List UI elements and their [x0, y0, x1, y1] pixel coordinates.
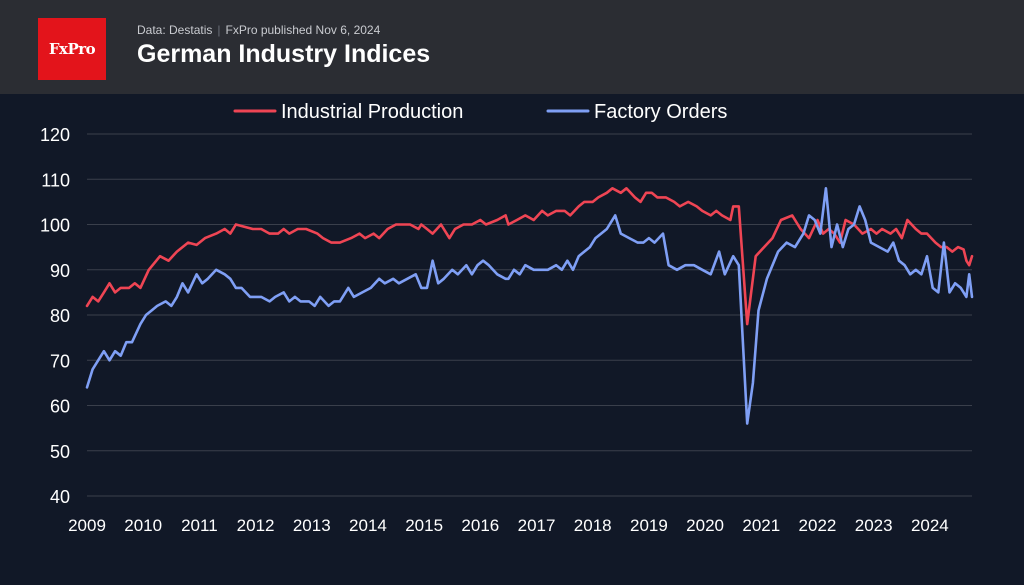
x-tick-label: 2023	[855, 516, 893, 535]
x-tick-label: 2014	[349, 516, 387, 535]
data-source: Data: Destatis	[137, 23, 213, 37]
x-tick-label: 2015	[405, 516, 443, 535]
line-chart: 40 50 60 70 80 90 100 110 120 2009 2010 2011 2012 201…	[40, 101, 974, 535]
x-tick-label: 2022	[799, 516, 837, 535]
x-tick-label: 2020	[686, 516, 724, 535]
x-tick-label: 2011	[181, 516, 218, 535]
series-line-factory-orders	[85, 187, 974, 425]
y-tick-label: 40	[50, 487, 70, 507]
legend-label-industrial-production: Industrial Production	[281, 101, 463, 123]
chart-header: FxPro Data: Destatis | FxPro published Nov…	[0, 0, 1024, 94]
series-line-industrial-production	[85, 187, 974, 326]
x-tick-label: 2019	[630, 516, 668, 535]
x-tick-label: 2013	[293, 516, 331, 535]
x-tick-label: 2024	[911, 516, 949, 535]
y-tick-label: 50	[50, 442, 70, 462]
x-tick-label: 2009	[68, 516, 106, 535]
y-tick-label: 90	[50, 261, 70, 281]
legend-label-factory-orders: Factory Orders	[594, 101, 727, 123]
y-tick-label: 110	[41, 170, 70, 190]
fxpro-logo: FxPro	[38, 18, 106, 80]
y-tick-label: 70	[50, 351, 70, 371]
x-tick-label: 2018	[574, 516, 612, 535]
chart-title: German Industry Indices	[137, 40, 431, 68]
separator: |	[217, 23, 221, 37]
x-tick-label: 2016	[461, 516, 499, 535]
x-tick-label: 2010	[124, 516, 162, 535]
y-tick-label: 120	[40, 125, 70, 145]
source-line: Data: Destatis | FxPro published Nov 6, 20…	[137, 23, 380, 37]
published-date: FxPro published Nov 6, 2024	[225, 23, 381, 37]
x-tick-label: 2012	[237, 516, 275, 535]
y-tick-label: 100	[40, 216, 70, 236]
x-tick-label: 2021	[742, 516, 780, 535]
y-tick-label: 80	[50, 306, 70, 326]
y-tick-label: 60	[50, 397, 70, 417]
x-tick-label: 2017	[518, 516, 556, 535]
logo-text: FxPro	[48, 40, 96, 58]
